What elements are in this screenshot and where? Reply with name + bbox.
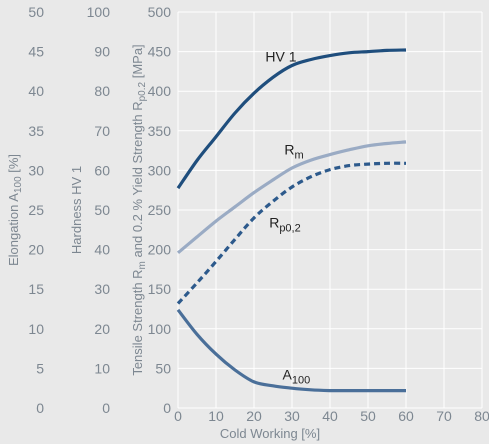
x-tick-label: 60 <box>398 408 414 424</box>
x-tick-label: 40 <box>322 408 338 424</box>
x-tick-label: 10 <box>208 408 224 424</box>
elongation-tick-label: 0 <box>36 400 44 416</box>
elongation-tick-label: 25 <box>28 202 44 218</box>
elongation-tick-label: 35 <box>28 123 44 139</box>
x-tick-label: 0 <box>174 408 182 424</box>
strength-tick-label: 250 <box>148 202 172 218</box>
series-hv1-line <box>176 48 407 190</box>
series-lines <box>176 48 407 393</box>
hardness-tick-label: 30 <box>94 281 110 297</box>
hardness-tick-label: 10 <box>94 360 110 376</box>
strength-tick-label: 150 <box>148 281 172 297</box>
hardness-tick-label: 0 <box>102 400 110 416</box>
hardness-tick-label: 60 <box>94 162 110 178</box>
series-rp02-label: Rp0,2 <box>269 214 301 234</box>
x-tick-label: 30 <box>284 408 300 424</box>
strength-tick-label: 0 <box>163 400 171 416</box>
elongation-tick-label: 20 <box>28 242 44 258</box>
strength-tick-label: 350 <box>148 123 172 139</box>
x-axis-label: Cold Working [%] <box>220 426 320 441</box>
hardness-tick-label: 20 <box>94 321 110 337</box>
x-tick-label: 70 <box>436 408 452 424</box>
hardness-tick-label: 80 <box>94 83 110 99</box>
elongation-tick-label: 15 <box>28 281 44 297</box>
hardness-tick-label: 70 <box>94 123 110 139</box>
elongation-tick-label: 45 <box>28 44 44 60</box>
strength-tick-label: 50 <box>155 360 171 376</box>
strength-tick-label: 300 <box>148 162 172 178</box>
series-rp02-line <box>176 161 407 305</box>
x-tick-label: 20 <box>246 408 262 424</box>
strength-tick-label: 400 <box>148 83 172 99</box>
elongation-tick-label: 30 <box>28 162 44 178</box>
hardness-tick-label: 90 <box>94 44 110 60</box>
hardness-tick-label: 40 <box>94 242 110 258</box>
strength-tick-label: 100 <box>148 321 172 337</box>
strength-tick-label: 500 <box>148 4 172 20</box>
series-a100-line <box>176 308 406 393</box>
series-hv1-label: HV 1 <box>265 49 296 65</box>
series-labels: HV 1 Rm Rp0,2 A100 <box>265 49 310 387</box>
elongation-tick-label: 10 <box>28 321 44 337</box>
x-tick-label: 50 <box>360 408 376 424</box>
elongation-axis-label: Elongation A100 [%] <box>6 154 24 266</box>
hardness-axis-label: Hardness HV 1 <box>69 166 84 254</box>
hardness-tick-label: 50 <box>94 202 110 218</box>
tick-labels: 0510152025303540455001020304050607080901… <box>28 4 489 424</box>
hardness-tick-label: 100 <box>87 4 111 20</box>
strength-axis-label: Tensile Strength Rm and 0.2 % Yield Stre… <box>130 44 148 375</box>
series-rm-line <box>176 140 407 255</box>
series-a100-label: A100 <box>283 366 311 386</box>
strength-tick-label: 450 <box>148 44 172 60</box>
elongation-tick-label: 50 <box>28 4 44 20</box>
elongation-tick-label: 5 <box>36 360 44 376</box>
elongation-tick-label: 40 <box>28 83 44 99</box>
x-tick-label: 80 <box>474 408 489 424</box>
grid-lines <box>177 11 483 409</box>
series-rm-label: Rm <box>284 142 303 162</box>
strength-tick-label: 200 <box>148 242 172 258</box>
